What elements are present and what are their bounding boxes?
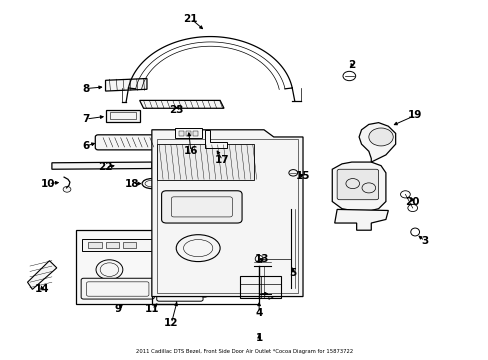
FancyBboxPatch shape [171,197,232,217]
Polygon shape [152,130,303,297]
Bar [157,144,254,180]
Circle shape [368,128,392,146]
Bar [179,131,183,135]
Text: 11: 11 [144,304,159,314]
Text: 5: 5 [289,268,296,278]
Text: 19: 19 [407,111,422,121]
FancyBboxPatch shape [86,282,149,296]
FancyBboxPatch shape [161,191,242,223]
Polygon shape [331,162,385,211]
Polygon shape [27,261,57,289]
FancyBboxPatch shape [95,135,157,150]
Bar [88,242,102,248]
Bar [105,242,119,248]
Text: 7: 7 [82,114,89,124]
Text: 2: 2 [347,60,355,70]
Polygon shape [205,130,227,148]
Ellipse shape [100,263,119,276]
Polygon shape [157,139,298,293]
Text: 12: 12 [164,319,178,328]
Text: 15: 15 [295,171,309,181]
Polygon shape [52,162,152,169]
Text: 20: 20 [405,197,419,207]
Text: 22: 22 [98,162,113,172]
Text: 10: 10 [41,179,56,189]
Text: 1: 1 [255,333,262,343]
FancyBboxPatch shape [110,112,136,120]
Text: 23: 23 [169,105,183,115]
Ellipse shape [145,180,158,187]
Text: 16: 16 [183,146,198,156]
Text: 6: 6 [82,141,89,151]
Ellipse shape [96,260,122,279]
Text: 3: 3 [421,236,427,246]
Polygon shape [268,287,278,300]
Text: 2011 Cadillac DTS Bezel, Front Side Door Air Outlet *Cocoa Diagram for 15873722: 2011 Cadillac DTS Bezel, Front Side Door… [136,349,352,354]
Bar [239,276,281,298]
Bar [185,131,190,135]
Ellipse shape [176,235,220,262]
Text: 21: 21 [183,14,198,24]
Bar [122,242,136,248]
Text: 17: 17 [215,155,229,165]
Circle shape [199,290,209,297]
Bar [152,280,259,304]
Text: 13: 13 [254,254,268,264]
Text: 14: 14 [35,284,49,294]
FancyBboxPatch shape [175,129,201,138]
FancyBboxPatch shape [81,278,154,299]
Bar [192,131,197,135]
FancyBboxPatch shape [336,169,378,200]
Bar [76,230,176,304]
FancyBboxPatch shape [106,110,140,122]
Polygon shape [105,78,147,91]
FancyBboxPatch shape [157,285,203,301]
Text: 4: 4 [255,308,262,318]
Circle shape [288,170,297,176]
Ellipse shape [183,239,212,257]
FancyBboxPatch shape [82,239,153,251]
Text: 9: 9 [114,304,121,314]
Text: 18: 18 [125,179,139,189]
Ellipse shape [255,255,263,262]
Ellipse shape [142,179,161,189]
Polygon shape [334,210,387,230]
Circle shape [63,186,71,192]
Text: 8: 8 [82,84,89,94]
Polygon shape [358,123,395,162]
Polygon shape [140,100,224,108]
